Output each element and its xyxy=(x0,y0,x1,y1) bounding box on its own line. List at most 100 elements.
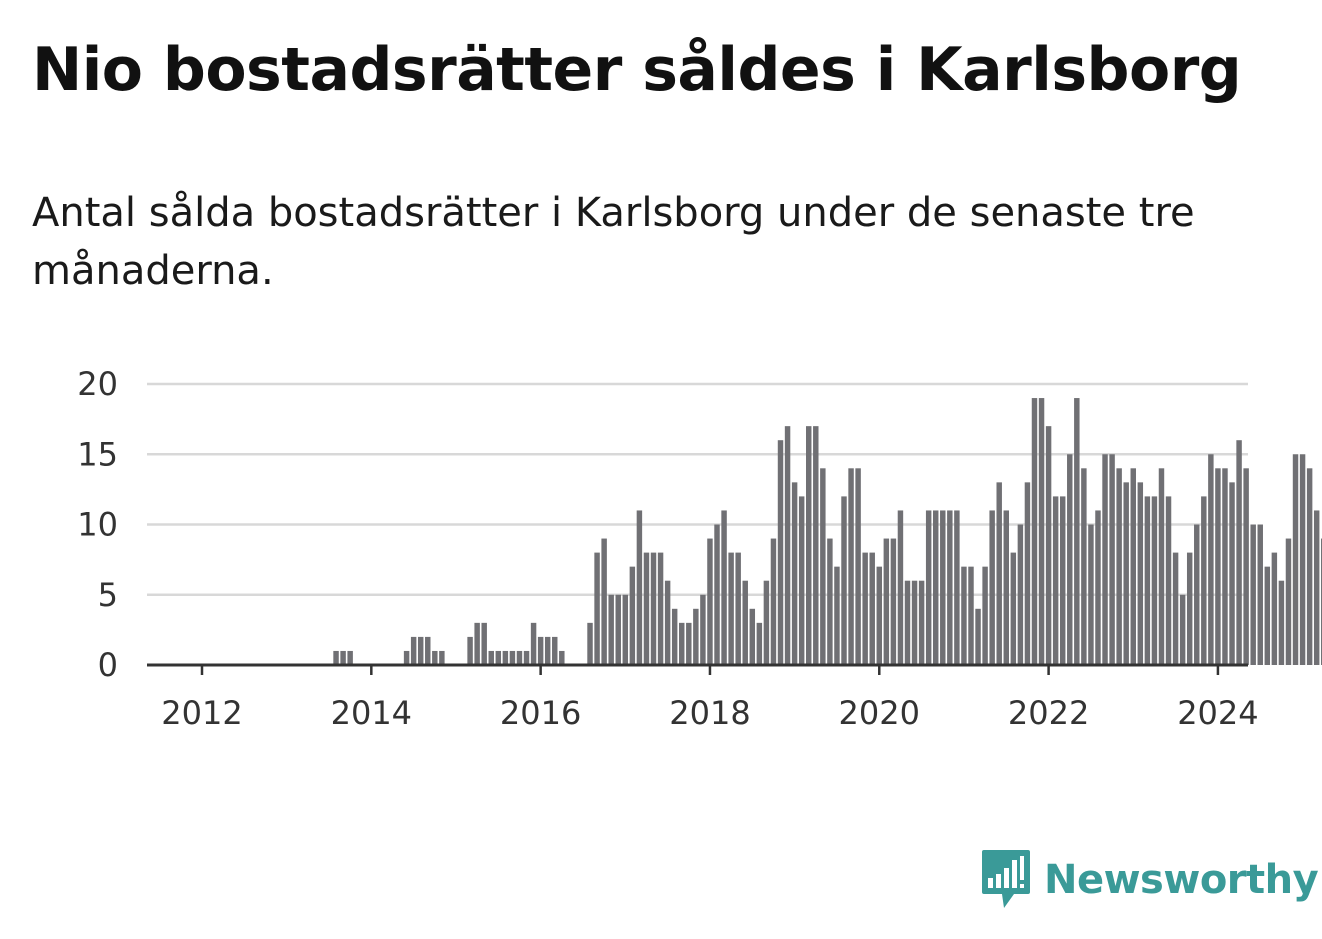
bar xyxy=(749,608,756,665)
bar xyxy=(1313,510,1320,665)
bar xyxy=(862,552,868,665)
x-tick-label: 2016 xyxy=(500,694,581,732)
bar xyxy=(679,622,685,665)
bar xyxy=(693,608,699,665)
bar xyxy=(820,468,826,665)
bar xyxy=(333,650,339,665)
bar xyxy=(643,552,650,665)
bar xyxy=(989,510,995,665)
bar xyxy=(530,622,537,665)
bar xyxy=(890,538,897,665)
bar xyxy=(347,650,353,665)
bars xyxy=(333,398,1322,665)
bar xyxy=(1236,440,1242,665)
bar xyxy=(982,566,988,665)
bar xyxy=(403,650,410,665)
x-tick-label: 2024 xyxy=(1177,694,1258,732)
bar xyxy=(523,650,530,665)
bar xyxy=(791,482,798,665)
bar xyxy=(1257,524,1263,665)
bar xyxy=(947,510,953,665)
bar xyxy=(594,552,600,665)
bar xyxy=(1250,524,1256,665)
bar xyxy=(756,622,763,665)
bar xyxy=(932,510,939,665)
bar xyxy=(1102,454,1108,665)
bar xyxy=(1052,496,1059,665)
newsworthy-logo[interactable]: Newsworthy xyxy=(980,848,1319,912)
newsworthy-logo-icon xyxy=(982,850,1030,908)
bar xyxy=(1038,398,1045,665)
bar xyxy=(834,566,840,665)
bar xyxy=(806,426,812,665)
bar xyxy=(488,650,494,665)
bar xyxy=(615,594,621,665)
bar xyxy=(770,538,777,665)
bar xyxy=(1144,496,1151,665)
bar xyxy=(1031,398,1038,665)
y-tick-label: 0 xyxy=(98,646,118,684)
bar xyxy=(1201,496,1207,665)
bar xyxy=(841,496,847,665)
bar xyxy=(1179,594,1186,665)
bar xyxy=(1123,482,1129,665)
bar xyxy=(1299,454,1306,665)
bar xyxy=(1130,468,1136,665)
bar xyxy=(1222,468,1228,665)
bar xyxy=(516,650,523,665)
bar xyxy=(827,538,833,665)
bar xyxy=(1271,552,1278,665)
bar xyxy=(707,538,713,665)
bar xyxy=(728,552,734,665)
bar xyxy=(608,594,614,665)
bar xyxy=(439,650,445,665)
bar xyxy=(1243,468,1249,665)
bar xyxy=(798,496,805,665)
bar xyxy=(622,594,629,665)
bar xyxy=(1172,552,1179,665)
bar xyxy=(869,552,875,665)
bar xyxy=(961,566,967,665)
axis-labels: 0510152020122014201620182020202220242026… xyxy=(77,365,1258,732)
bar xyxy=(650,552,657,665)
bar xyxy=(587,622,593,665)
bar xyxy=(714,524,720,665)
bar xyxy=(1116,468,1122,665)
bar xyxy=(848,468,854,665)
bar xyxy=(671,608,678,665)
bar xyxy=(1158,468,1165,665)
bar-chart: 0510152020122014201620182020202220242026… xyxy=(77,365,1322,732)
bar xyxy=(417,636,424,665)
x-tick-label: 2020 xyxy=(839,694,920,732)
y-tick-label: 20 xyxy=(77,365,118,403)
bar xyxy=(940,510,946,665)
bar xyxy=(777,440,784,665)
bar xyxy=(1088,524,1094,665)
bar xyxy=(1264,566,1271,665)
bar xyxy=(544,636,551,665)
bar xyxy=(855,468,861,665)
bar xyxy=(784,426,791,665)
x-tick-label: 2012 xyxy=(161,694,242,732)
bar xyxy=(467,636,473,665)
bar xyxy=(813,426,819,665)
bar xyxy=(904,580,911,665)
bar xyxy=(481,622,487,665)
y-tick-label: 15 xyxy=(77,435,118,473)
bar xyxy=(432,650,438,665)
bar xyxy=(1137,482,1144,665)
bar xyxy=(1186,552,1193,665)
bar xyxy=(918,580,925,665)
bar xyxy=(636,510,643,665)
bar xyxy=(1229,482,1235,665)
bar xyxy=(1208,454,1214,665)
bar xyxy=(601,538,607,665)
bar xyxy=(340,650,346,665)
bar xyxy=(410,636,417,665)
bar xyxy=(1074,398,1080,665)
bar xyxy=(721,510,727,665)
x-axis xyxy=(147,663,1248,675)
y-tick-label: 10 xyxy=(77,506,118,544)
bar xyxy=(742,580,748,665)
bar xyxy=(1017,524,1024,665)
